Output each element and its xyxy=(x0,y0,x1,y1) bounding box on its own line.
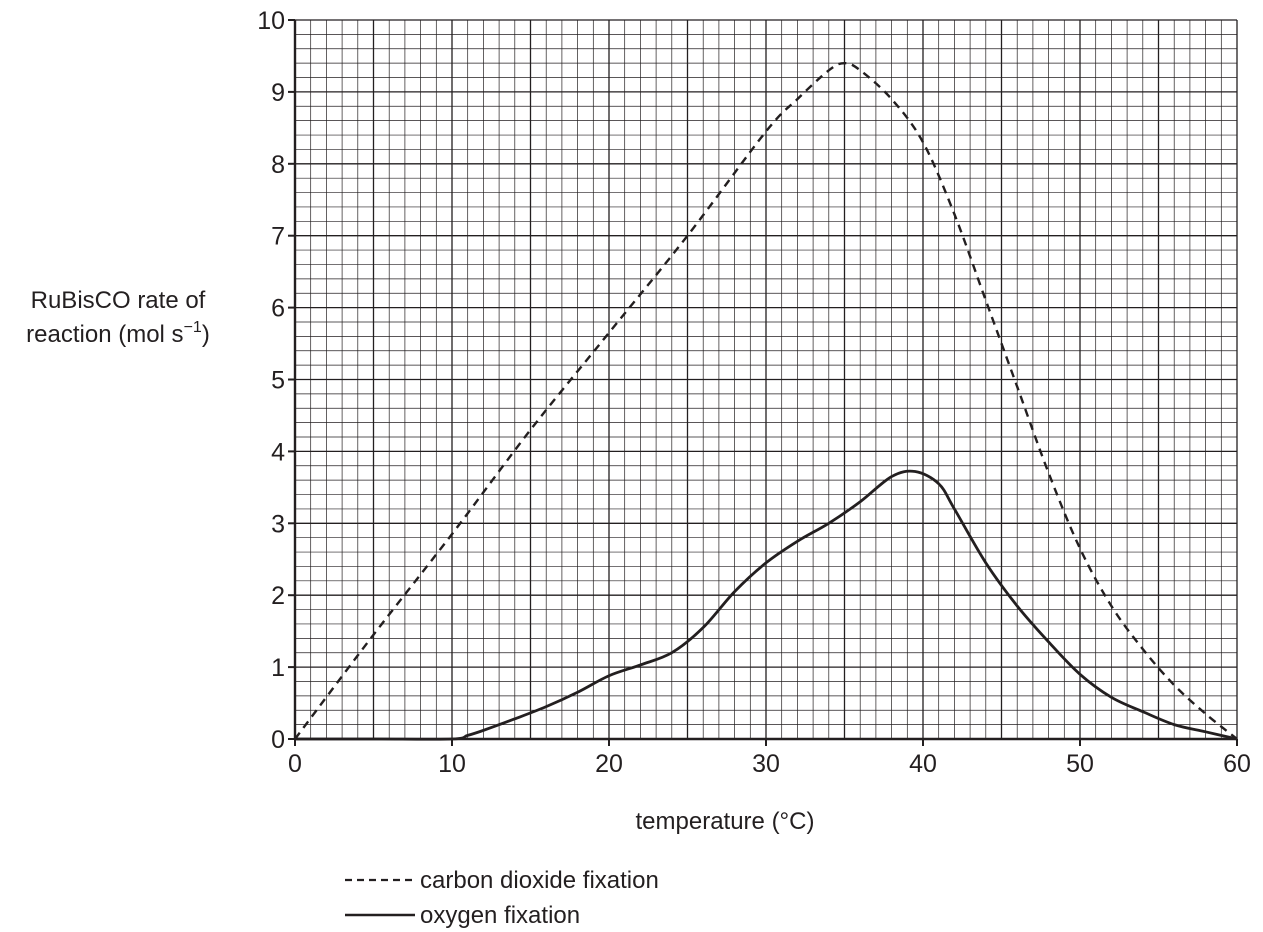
y-tick-label: 3 xyxy=(271,510,285,538)
x-tick-label: 10 xyxy=(438,750,466,778)
y-axis-label-close: ) xyxy=(202,321,210,348)
y-axis-label-line2: reaction (mol s−1) xyxy=(26,319,210,348)
y-axis-label-line1: RuBisCO rate of xyxy=(31,287,206,314)
y-tick-label: 6 xyxy=(271,295,285,323)
x-tick-label: 50 xyxy=(1066,750,1094,778)
y-tick-label: 10 xyxy=(257,7,285,35)
y-tick-label: 0 xyxy=(271,726,285,754)
o2-fixation-line xyxy=(295,469,1238,741)
y-tick-label: 1 xyxy=(271,654,285,682)
x-tick-label: 0 xyxy=(288,750,302,778)
grid-major xyxy=(294,19,1238,740)
x-tick-label: 30 xyxy=(752,750,780,778)
y-tick-label: 7 xyxy=(271,223,285,251)
y-tick-label: 5 xyxy=(271,367,285,395)
legend-label-o2: oxygen fixation xyxy=(420,902,580,929)
series-lines xyxy=(294,61,1238,741)
legend: carbon dioxide fixation oxygen fixation xyxy=(345,867,659,929)
x-tick-label: 60 xyxy=(1223,750,1251,778)
y-axis-label-superscript: −1 xyxy=(184,319,202,336)
x-axis-label: temperature (°C) xyxy=(636,808,815,835)
legend-label-co2: carbon dioxide fixation xyxy=(420,867,659,894)
y-tick-label: 2 xyxy=(271,582,285,610)
x-tick-label: 20 xyxy=(595,750,623,778)
co2-fixation-line xyxy=(294,61,1238,740)
tick-labels: 0 10 20 30 40 50 60 0 1 2 3 4 5 6 7 8 9 10 xyxy=(257,7,1251,778)
y-axis-label-main: reaction (mol s xyxy=(26,321,183,348)
y-tick-label: 4 xyxy=(271,438,285,466)
x-tick-label: 40 xyxy=(909,750,937,778)
y-tick-label: 8 xyxy=(271,151,285,179)
y-tick-label: 9 xyxy=(271,79,285,107)
